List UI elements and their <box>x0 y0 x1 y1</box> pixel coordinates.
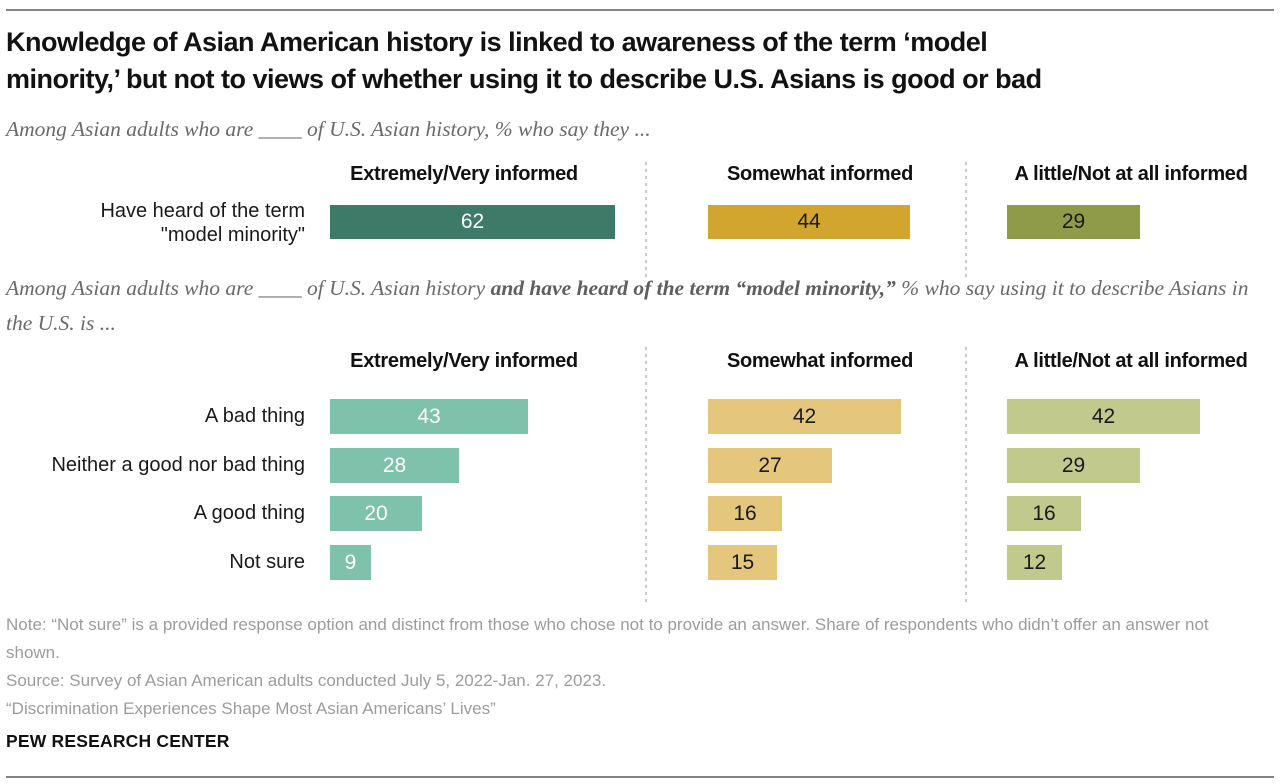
bar: 16 <box>708 496 782 531</box>
column-divider <box>965 162 967 279</box>
bar-value-label: 16 <box>1032 502 1056 525</box>
pew-research-center-wordmark: PEW RESEARCH CENTER <box>6 731 230 751</box>
note-text: Note: “Not sure” is a provided response … <box>6 615 1209 662</box>
bar-value-label: 27 <box>758 454 782 477</box>
report-title-text: “Discrimination Experiences Shape Most A… <box>6 699 496 718</box>
subtitle-views-pre: Among Asian adults who are ____ of U.S. … <box>6 276 491 300</box>
bar-value-label: 16 <box>733 502 757 525</box>
row-label: Not sure <box>229 551 305 573</box>
bar: 20 <box>330 496 422 531</box>
row-label: Have heard of the term "model minority" <box>100 200 305 246</box>
row-label: A good thing <box>193 502 305 524</box>
subtitle-views-bold: and have heard of the term “model minori… <box>490 276 896 300</box>
column-divider <box>965 347 967 603</box>
column-divider <box>645 347 647 603</box>
title-line-1: Knowledge of Asian American history is l… <box>6 27 988 57</box>
bar-value-label: 20 <box>364 502 388 525</box>
page-title: Knowledge of Asian American history is l… <box>6 24 1274 98</box>
top-border <box>6 9 1274 11</box>
bar: 42 <box>708 399 901 434</box>
bar-value-label: 29 <box>1061 454 1086 477</box>
bar-value-label: 44 <box>797 210 821 233</box>
bar: 44 <box>708 205 910 239</box>
bar: 42 <box>1007 399 1200 434</box>
row-label: A bad thing <box>204 405 305 427</box>
bar-value-label: 29 <box>1061 210 1086 233</box>
column-header: A little/Not at all informed <box>1014 350 1248 372</box>
bar-value-label: 9 <box>344 551 357 574</box>
column-header: Extremely/Very informed <box>350 350 578 372</box>
bar-value-label: 43 <box>417 405 441 428</box>
bar: 29 <box>1007 448 1140 483</box>
bar: 29 <box>1007 205 1140 239</box>
column-header: Somewhat informed <box>726 350 914 372</box>
bar-value-label: 42 <box>1091 405 1116 428</box>
title-line-2: minority,’ but not to views of whether u… <box>6 64 1042 94</box>
bar: 15 <box>708 545 777 580</box>
bar-value-label: 42 <box>792 405 817 428</box>
bar: 16 <box>1007 496 1081 531</box>
bar-value-label: 15 <box>730 551 755 574</box>
row-label: Neither a good nor bad thing <box>51 454 305 476</box>
bar-value-label: 12 <box>1022 551 1047 574</box>
column-header: A little/Not at all informed <box>1014 163 1248 185</box>
source-text: Source: Survey of Asian American adults … <box>6 671 607 690</box>
column-header: Extremely/Very informed <box>350 163 578 185</box>
bar: 12 <box>1007 545 1062 580</box>
bar: 28 <box>330 448 459 483</box>
bar: 9 <box>330 545 371 580</box>
awareness-bar-chart: Extremely/Very informed Somewhat informed… <box>0 160 1280 280</box>
subtitle-awareness: Among Asian adults who are ____ of U.S. … <box>6 117 651 141</box>
column-divider <box>645 162 647 279</box>
views-bar-chart: Extremely/Very informed Somewhat informed… <box>0 345 1280 607</box>
bottom-border <box>6 776 1274 778</box>
bar: 27 <box>708 448 832 483</box>
subtitle-views: Among Asian adults who are ____ of U.S. … <box>6 271 1266 341</box>
footnotes: Note: “Not sure” is a provided response … <box>6 611 1266 723</box>
column-header: Somewhat informed <box>726 163 914 185</box>
bar-value-label: 62 <box>460 210 485 233</box>
bar: 43 <box>330 399 528 434</box>
bar-value-label: 28 <box>382 454 407 477</box>
subtitle-views-post: % who say using it to describe Asians in… <box>6 276 1249 335</box>
bar: 62 <box>330 205 615 239</box>
